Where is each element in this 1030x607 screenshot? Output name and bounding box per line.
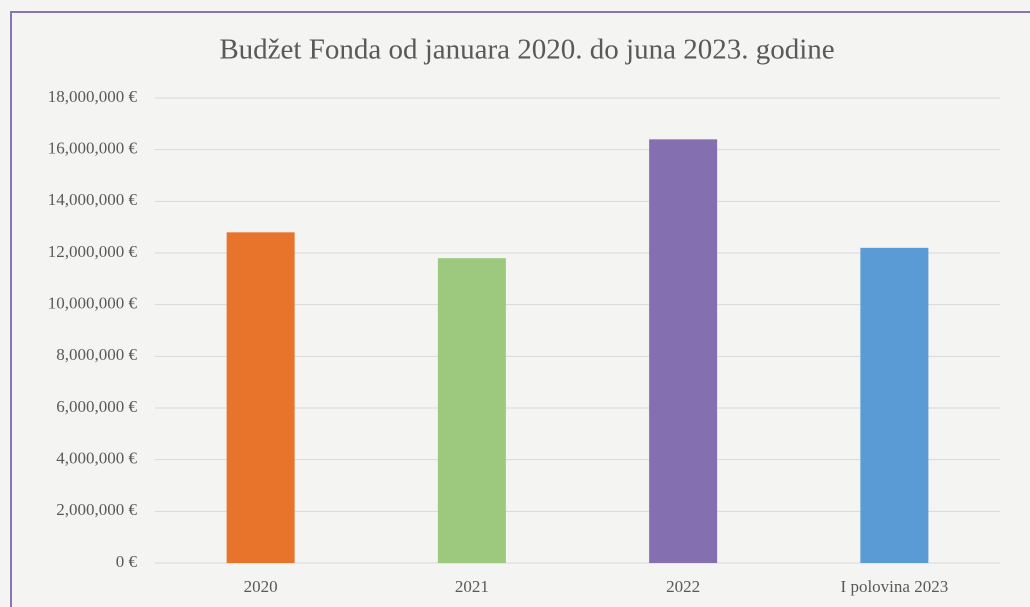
y-tick-label: 0 € xyxy=(116,552,138,571)
y-tick-label: 16,000,000 € xyxy=(48,139,138,158)
bar xyxy=(437,258,506,563)
x-tick-label: 2022 xyxy=(666,577,700,596)
y-tick-label: 2,000,000 € xyxy=(56,500,137,519)
y-tick-label: 18,000,000 € xyxy=(48,87,138,106)
chart-frame xyxy=(10,11,1030,607)
y-tick-label: 6,000,000 € xyxy=(56,397,137,416)
bar xyxy=(860,247,929,564)
x-tick-label: 2021 xyxy=(455,577,489,596)
bar xyxy=(649,139,718,564)
x-tick-label: I polovina 2023 xyxy=(841,577,949,596)
y-tick-label: 10,000,000 € xyxy=(48,294,138,313)
chart-title: Budžet Fonda od januara 2020. do juna 20… xyxy=(219,34,834,66)
y-tick-label: 8,000,000 € xyxy=(56,345,137,364)
y-tick-label: 4,000,000 € xyxy=(56,449,137,468)
x-tick-label: 2020 xyxy=(244,577,278,596)
bar xyxy=(226,232,295,564)
y-tick-label: 14,000,000 € xyxy=(48,190,138,209)
y-tick-label: 12,000,000 € xyxy=(48,242,138,261)
